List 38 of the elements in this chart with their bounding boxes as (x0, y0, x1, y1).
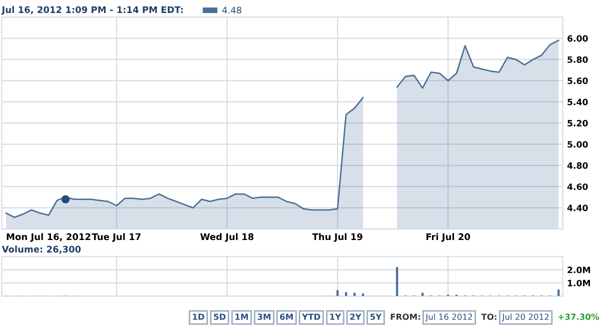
x-tick-label: Fri Jul 20 (426, 233, 470, 242)
y-tick-label: 4.60 (567, 183, 588, 190)
text: 2Y (350, 314, 362, 320)
text: TO: (481, 314, 496, 320)
text: Jul 20 2012 (502, 313, 549, 322)
chart-title: Volume: 26,300 (2, 246, 81, 254)
text: 6M (280, 314, 293, 320)
y-tick-label: 2.0M (568, 266, 590, 274)
y-tick-label: 1.0M (568, 280, 590, 286)
text: 1D (192, 314, 204, 320)
bar (396, 267, 398, 296)
x-tick-label: Wed Jul 18 (200, 233, 254, 242)
text: +37.30% (558, 314, 600, 320)
bar (362, 293, 364, 296)
chart-title: Jul 16, 2012 1:09 PM - 1:14 PM EDT: (1, 6, 183, 15)
y-tick-label: 5.00 (568, 141, 588, 148)
text: Jul 16 2012 (425, 313, 472, 322)
bar (344, 292, 348, 296)
text: YTD (302, 314, 320, 320)
bar (336, 290, 339, 296)
y-tick-label: 5.60 (568, 78, 588, 84)
legend-label: 4.48 (222, 6, 242, 14)
y-tick-label: 5.80 (568, 56, 588, 63)
text: 5Y (370, 314, 382, 320)
text: 3M (258, 314, 270, 320)
y-tick-label: 4.80 (567, 162, 588, 169)
text: 5D (214, 314, 226, 320)
y-tick-label: 4.40 (567, 204, 588, 212)
y-tick-label: 5.40 (568, 98, 588, 106)
y-tick-label: 6.00 (568, 35, 588, 42)
x-tick-label: Tue Jul 17 (92, 233, 141, 242)
bar (557, 290, 560, 296)
text: FROM: (390, 314, 420, 320)
text: 1M (235, 314, 248, 320)
x-tick-label: Mon Jul 16, 2012 (6, 233, 90, 242)
y-tick-label: 5.20 (568, 120, 588, 126)
x-tick-label: Thu Jul 19 (312, 233, 362, 242)
text: 1Y (330, 314, 342, 320)
